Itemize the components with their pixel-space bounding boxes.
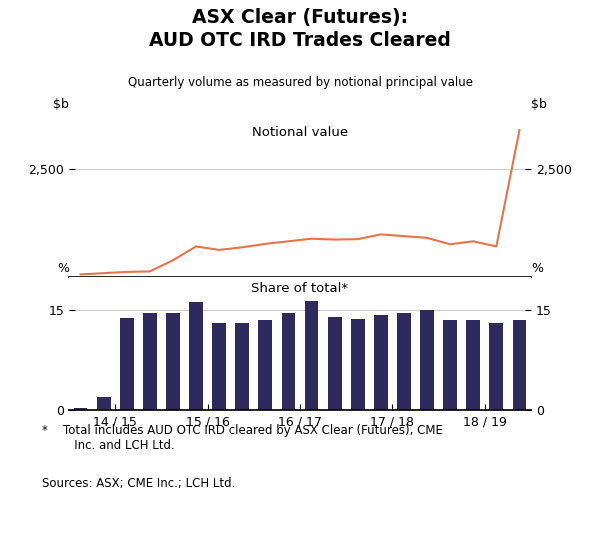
Text: Sources: ASX; CME Inc.; LCH Ltd.: Sources: ASX; CME Inc.; LCH Ltd. <box>42 477 235 490</box>
Text: $b: $b <box>53 98 69 111</box>
Bar <box>97 397 110 410</box>
Bar <box>328 317 341 410</box>
Bar <box>420 310 434 410</box>
Bar <box>120 318 134 410</box>
Bar <box>305 301 319 410</box>
Bar <box>374 315 388 410</box>
Bar <box>397 314 411 410</box>
Text: Notional value: Notional value <box>252 126 348 139</box>
Bar <box>143 314 157 410</box>
Text: *: * <box>42 424 48 437</box>
Bar <box>466 320 480 410</box>
Bar <box>235 323 249 410</box>
Bar <box>490 323 503 410</box>
Bar <box>212 323 226 410</box>
Bar <box>443 320 457 410</box>
Text: ASX Clear (Futures):
AUD OTC IRD Trades Cleared: ASX Clear (Futures): AUD OTC IRD Trades … <box>149 8 451 50</box>
Bar <box>74 408 88 410</box>
Text: Total includes AUD OTC IRD cleared by ASX Clear (Futures), CME
   Inc. and LCH L: Total includes AUD OTC IRD cleared by AS… <box>63 424 443 452</box>
Bar <box>512 320 526 410</box>
Bar <box>189 302 203 410</box>
Text: $b: $b <box>531 98 547 111</box>
Bar <box>166 314 180 410</box>
Bar <box>351 319 365 410</box>
Text: %: % <box>57 262 69 275</box>
Text: Quarterly volume as measured by notional principal value: Quarterly volume as measured by notional… <box>128 76 473 89</box>
Bar <box>281 314 295 410</box>
Bar <box>259 320 272 410</box>
Text: Share of total*: Share of total* <box>251 282 349 295</box>
Text: %: % <box>531 262 543 275</box>
